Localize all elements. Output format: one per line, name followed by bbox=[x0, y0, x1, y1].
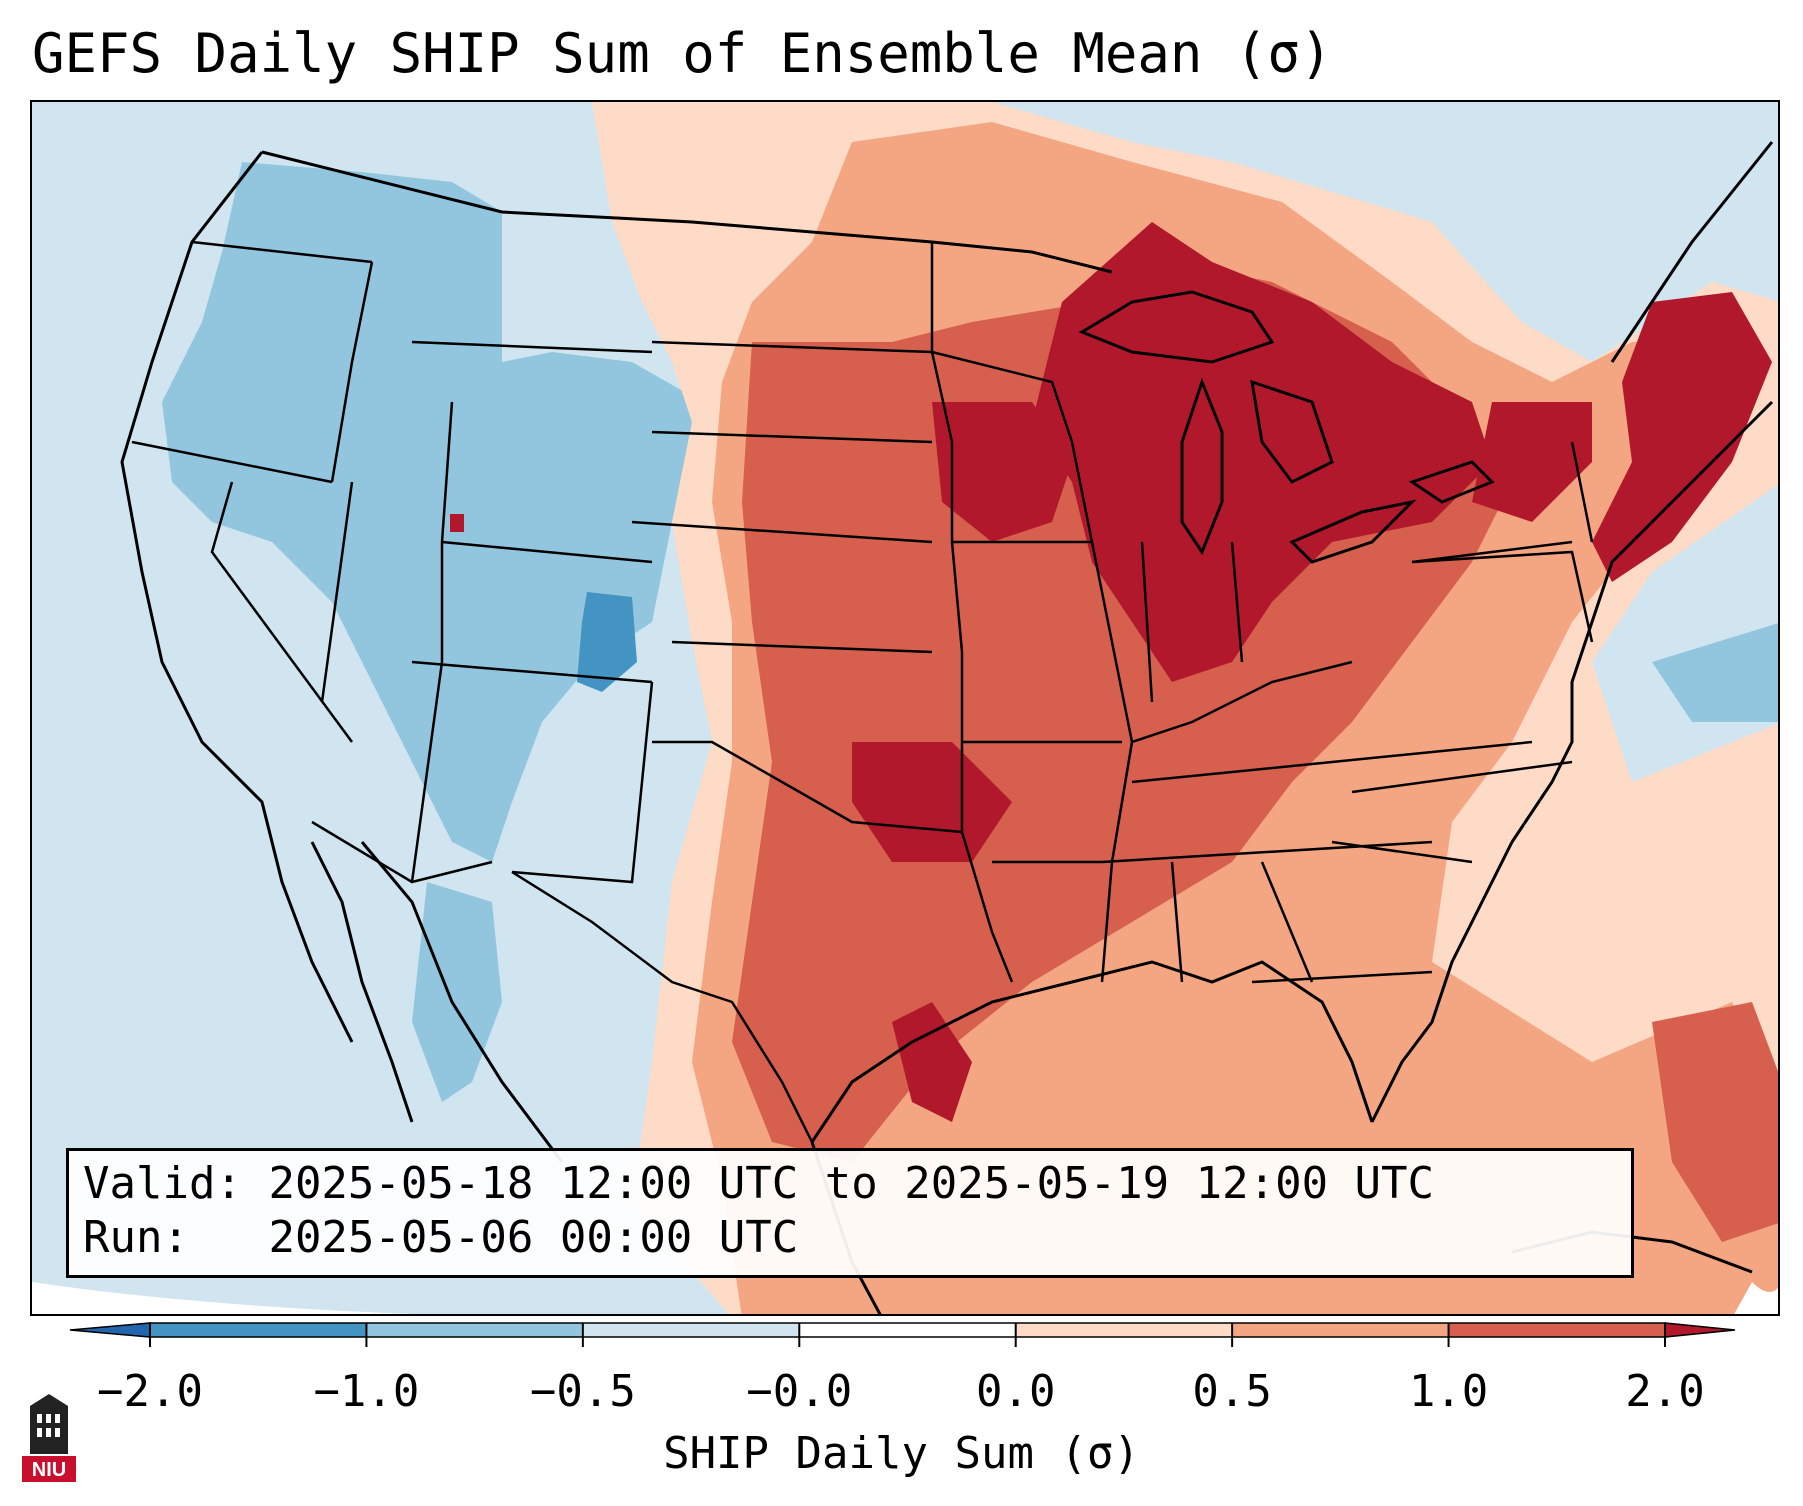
colorbar-tick-label: 0.0 bbox=[975, 1366, 1056, 1417]
border-id bbox=[330, 261, 374, 483]
run-value: 2025-05-06 00:00 UTC bbox=[268, 1212, 799, 1263]
border-wa-or bbox=[191, 240, 373, 264]
west-coast bbox=[120, 151, 354, 1043]
colorbar-label: SHIP Daily Sum (σ) bbox=[663, 1428, 1140, 1479]
border-ohio-river bbox=[1131, 660, 1353, 744]
lake-michigan bbox=[1180, 377, 1224, 556]
border-or-ca bbox=[131, 440, 333, 484]
projection-edge-right bbox=[1734, 1282, 1778, 1314]
map-title: GEFS Daily SHIP Sum of Ensemble Mean (σ) bbox=[32, 22, 1333, 85]
colorbar-segment bbox=[1448, 1323, 1665, 1337]
atlantic-red-region bbox=[1652, 1002, 1778, 1242]
east-coast bbox=[1510, 400, 1774, 843]
oklahoma-dark-red bbox=[852, 742, 1012, 862]
colorbar-tick-label: −0.5 bbox=[529, 1366, 636, 1417]
border-sd-ne bbox=[651, 430, 933, 444]
border-nc-sc bbox=[1331, 840, 1473, 864]
colorbar-segment bbox=[150, 1323, 367, 1337]
border-ms-al bbox=[1170, 861, 1184, 983]
projection-edge-left bbox=[32, 1282, 413, 1314]
us-canada-border bbox=[261, 150, 1113, 274]
border-ga-fl bbox=[1251, 970, 1433, 984]
baja-coast bbox=[310, 841, 414, 1123]
colorbar-extend-high bbox=[1664, 1322, 1736, 1338]
colorbar-segment bbox=[1015, 1323, 1233, 1337]
border-tx-mx bbox=[511, 870, 814, 1143]
border-in-oh bbox=[1230, 541, 1244, 663]
border-new-england bbox=[1570, 441, 1594, 543]
border-mt-wy bbox=[411, 340, 653, 354]
border-tn-south bbox=[1101, 840, 1433, 864]
border-wy-co bbox=[441, 540, 653, 564]
pacific-neutral bbox=[32, 102, 549, 1314]
colorbar-extend-low bbox=[69, 1322, 151, 1338]
florida-coast bbox=[1370, 841, 1514, 1123]
colorbar-tick-label: −1.0 bbox=[313, 1366, 420, 1417]
border-ks-ok bbox=[671, 640, 933, 654]
coastlines bbox=[120, 141, 1774, 1314]
lake-huron bbox=[1250, 379, 1334, 484]
valid-value: 2025-05-18 12:00 UTC to 2025-05-19 12:00… bbox=[268, 1158, 1435, 1209]
border-ne-ks bbox=[631, 520, 933, 544]
colorbar-segment bbox=[366, 1323, 583, 1337]
border-nm-tx bbox=[511, 681, 654, 884]
border-il-in bbox=[1140, 541, 1154, 703]
great-lakes-dark-red bbox=[1032, 222, 1492, 682]
logo-banner bbox=[22, 1456, 76, 1482]
colorbar-tick-label: −0.0 bbox=[746, 1366, 853, 1417]
state-borders bbox=[131, 240, 1594, 1143]
border-ky-tn bbox=[1131, 740, 1533, 784]
map-svg bbox=[32, 102, 1778, 1314]
border-ny-pa bbox=[1411, 540, 1573, 564]
colorbar-tick-label: 2.0 bbox=[1625, 1366, 1705, 1417]
mexico-west-coast bbox=[360, 841, 564, 1163]
west-blue-region bbox=[162, 162, 702, 862]
border-plains-east bbox=[930, 242, 1014, 983]
logo-text: NIU bbox=[32, 1459, 66, 1481]
colorbar-segment bbox=[799, 1323, 1016, 1337]
colorbar-tick-label: −2.0 bbox=[97, 1366, 203, 1417]
border-nv-ut bbox=[320, 481, 354, 703]
gulf-coast bbox=[810, 960, 1374, 1143]
colorbar-segment bbox=[1232, 1323, 1449, 1337]
canada-east-coast bbox=[1610, 141, 1774, 363]
new-england-dark-red bbox=[1592, 292, 1772, 582]
border-al-ga bbox=[1260, 861, 1314, 983]
atlantic-blue-patch bbox=[1652, 623, 1778, 722]
lake-ontario bbox=[1408, 460, 1495, 504]
colorbar-tick-label: 0.5 bbox=[1192, 1366, 1272, 1417]
lake-erie bbox=[1289, 499, 1417, 564]
border-ca-nv bbox=[210, 481, 354, 743]
logo-tower-icon bbox=[30, 1394, 68, 1454]
rockies-blue-region bbox=[482, 372, 672, 642]
lake-superior bbox=[1078, 290, 1275, 364]
border-va-nc bbox=[1351, 760, 1573, 794]
niu-logo: NIU bbox=[22, 1394, 76, 1482]
valid-run-info-box: Valid: 2025-05-18 12:00 UTC to 2025-05-1… bbox=[66, 1148, 1634, 1278]
colorbar-segment bbox=[582, 1323, 800, 1337]
run-label: Run: bbox=[83, 1212, 189, 1263]
border-mississippi bbox=[1070, 441, 1134, 983]
colorbar-tick-label: 1.0 bbox=[1408, 1366, 1489, 1417]
valid-label: Valid: bbox=[83, 1158, 242, 1209]
border-co-nm bbox=[411, 660, 653, 684]
map-panel[interactable] bbox=[30, 100, 1780, 1316]
border-mn-wi bbox=[931, 350, 1074, 443]
border-az-nm bbox=[410, 661, 444, 883]
border-ok-tx bbox=[652, 740, 963, 834]
colorado-dark-blue bbox=[577, 592, 637, 692]
midwest-dark-red bbox=[932, 402, 1072, 542]
border-az-mx bbox=[311, 820, 493, 884]
small-red-cell bbox=[450, 514, 464, 532]
border-pa bbox=[1411, 550, 1594, 643]
northeast-dark-red bbox=[1472, 402, 1592, 522]
border-nd-sd bbox=[651, 340, 933, 354]
texas-coast-dark-red bbox=[892, 1002, 972, 1122]
colorbar bbox=[69, 1322, 1736, 1347]
